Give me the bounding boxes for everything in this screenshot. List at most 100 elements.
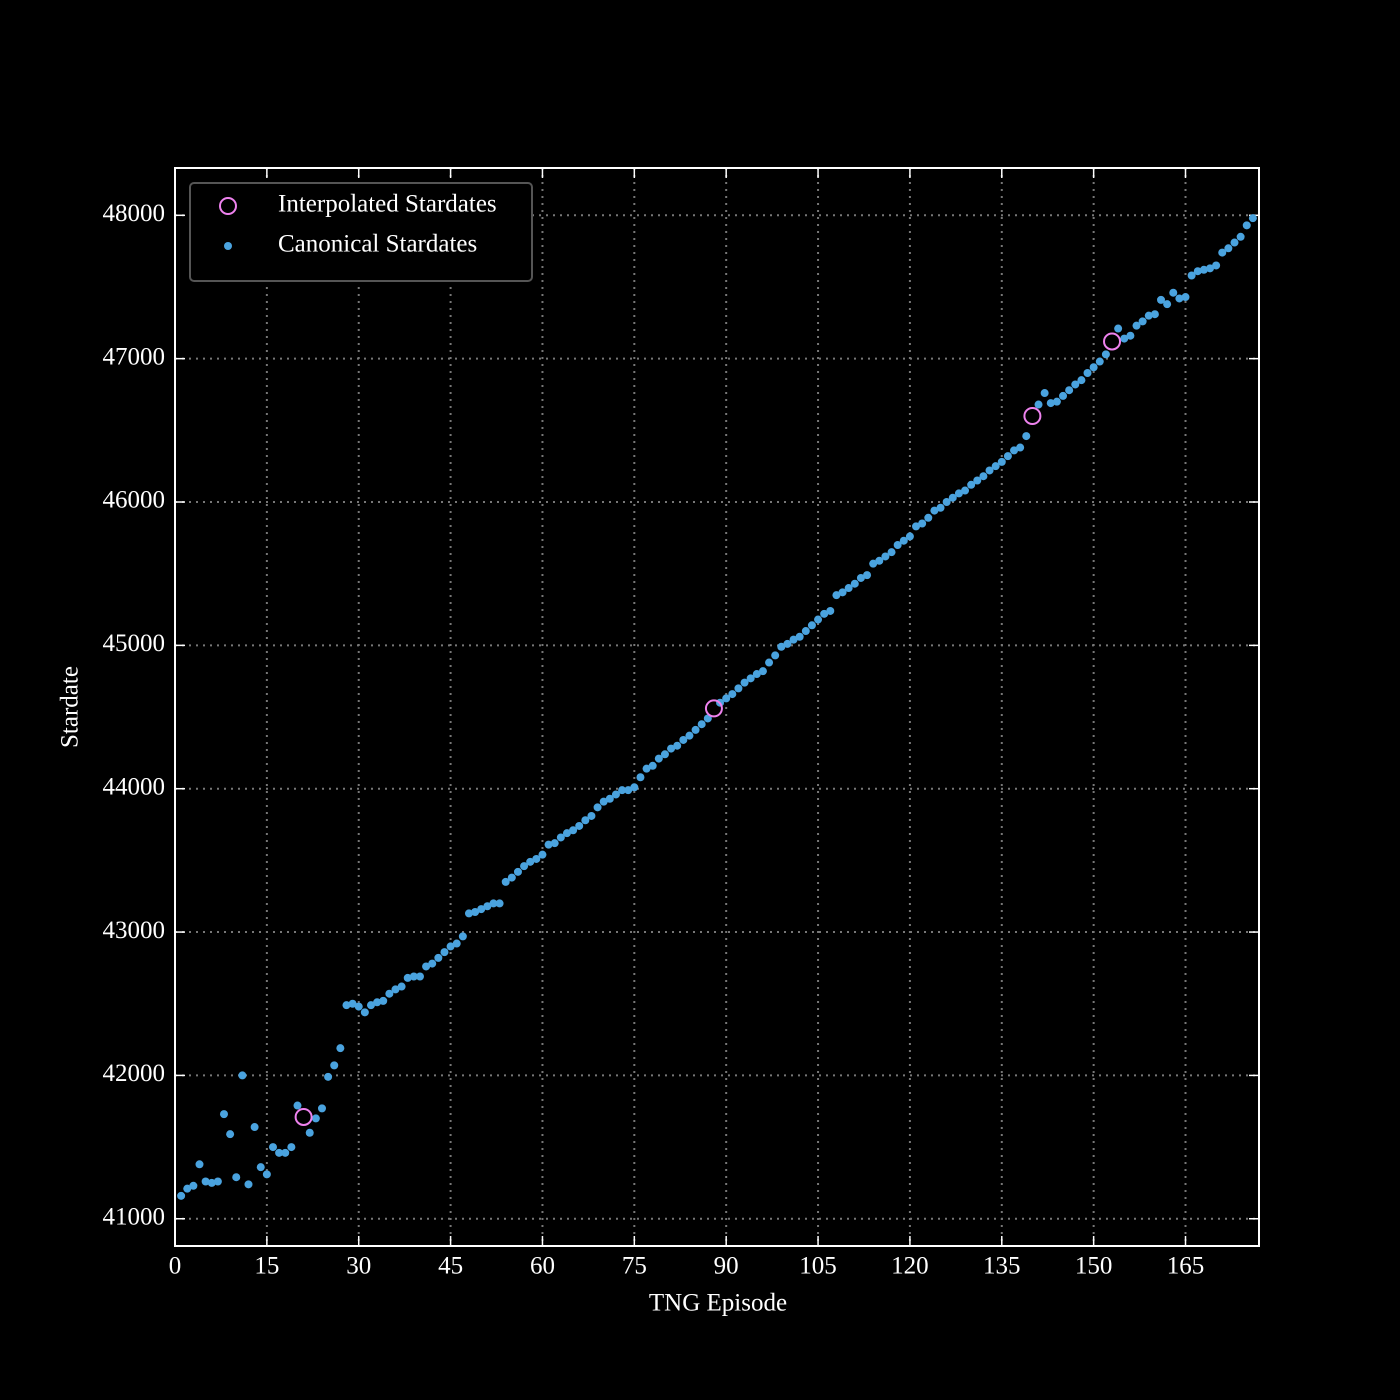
point (703, 714, 712, 723)
point (507, 873, 516, 882)
point (636, 773, 645, 782)
point (673, 741, 682, 750)
point (1193, 267, 1202, 276)
point (722, 694, 731, 703)
point (985, 466, 994, 475)
point (771, 651, 780, 660)
point (336, 1044, 345, 1053)
point (832, 591, 841, 600)
plot-frame (174, 167, 1260, 1247)
x-tick-label: 45 (438, 1253, 463, 1280)
point (440, 948, 449, 957)
point (850, 579, 859, 588)
point (477, 905, 486, 914)
point (1010, 446, 1019, 455)
point (704, 699, 723, 718)
point (232, 1173, 241, 1182)
point (869, 559, 878, 568)
point (354, 1002, 363, 1011)
point (1138, 317, 1147, 326)
point (1132, 321, 1141, 330)
legend-marker (219, 197, 237, 215)
y-tick-label: 42000 (103, 1060, 166, 1087)
point (452, 939, 461, 948)
point (967, 480, 976, 489)
point (1023, 406, 1042, 425)
y-tick-label: 48000 (103, 200, 166, 227)
point (373, 998, 382, 1007)
point (893, 541, 902, 550)
point (1101, 350, 1110, 359)
point (581, 816, 590, 825)
point (1022, 432, 1031, 441)
point (875, 556, 884, 565)
point (434, 953, 443, 962)
point (1071, 380, 1080, 389)
point (428, 959, 437, 968)
point (936, 503, 945, 512)
point (342, 1001, 351, 1010)
point (961, 486, 970, 495)
point (1083, 368, 1092, 377)
point (1181, 293, 1190, 302)
point (1206, 264, 1215, 273)
x-tick-label: 120 (891, 1253, 929, 1280)
point (728, 690, 737, 699)
y-tick-label: 45000 (103, 630, 166, 657)
x-tick-label: 0 (169, 1253, 182, 1280)
point (948, 493, 957, 502)
point (305, 1128, 314, 1137)
point (244, 1180, 253, 1189)
point (495, 899, 504, 908)
point (366, 1001, 375, 1010)
point (569, 826, 578, 835)
point (1248, 214, 1257, 223)
point (422, 962, 431, 971)
point (489, 899, 498, 908)
legend-label: Interpolated Stardates (278, 191, 497, 218)
point (648, 761, 657, 770)
point (207, 1178, 216, 1187)
point (513, 867, 522, 876)
point (385, 989, 394, 998)
point (281, 1148, 290, 1157)
x-axis-label: TNG Episode (649, 1290, 787, 1317)
point (1163, 300, 1172, 309)
point (973, 476, 982, 485)
point (660, 750, 669, 759)
legend-box (189, 182, 533, 282)
point (624, 786, 633, 795)
point (599, 797, 608, 806)
point (556, 833, 565, 842)
x-tick-label: 15 (254, 1253, 279, 1280)
point (1016, 443, 1025, 452)
point (293, 1101, 302, 1110)
x-tick-label: 75 (622, 1253, 647, 1280)
point (1120, 334, 1129, 343)
x-tick-label: 90 (714, 1253, 739, 1280)
point (526, 857, 535, 866)
point (562, 829, 571, 838)
point (630, 783, 639, 792)
point (826, 606, 835, 615)
point (912, 522, 921, 531)
point (924, 513, 933, 522)
point (409, 972, 418, 981)
point (1169, 288, 1178, 297)
point (330, 1061, 339, 1070)
point (471, 907, 480, 916)
point (213, 1177, 222, 1186)
point (844, 584, 853, 593)
point (360, 1008, 369, 1017)
point (1218, 248, 1227, 257)
point (593, 803, 602, 812)
point (942, 498, 951, 507)
point (1199, 265, 1208, 274)
point (287, 1143, 296, 1152)
point (1052, 397, 1061, 406)
legend-marker (224, 242, 232, 250)
point (1212, 261, 1221, 270)
point (1046, 399, 1055, 408)
point (464, 909, 473, 918)
point (740, 678, 749, 687)
